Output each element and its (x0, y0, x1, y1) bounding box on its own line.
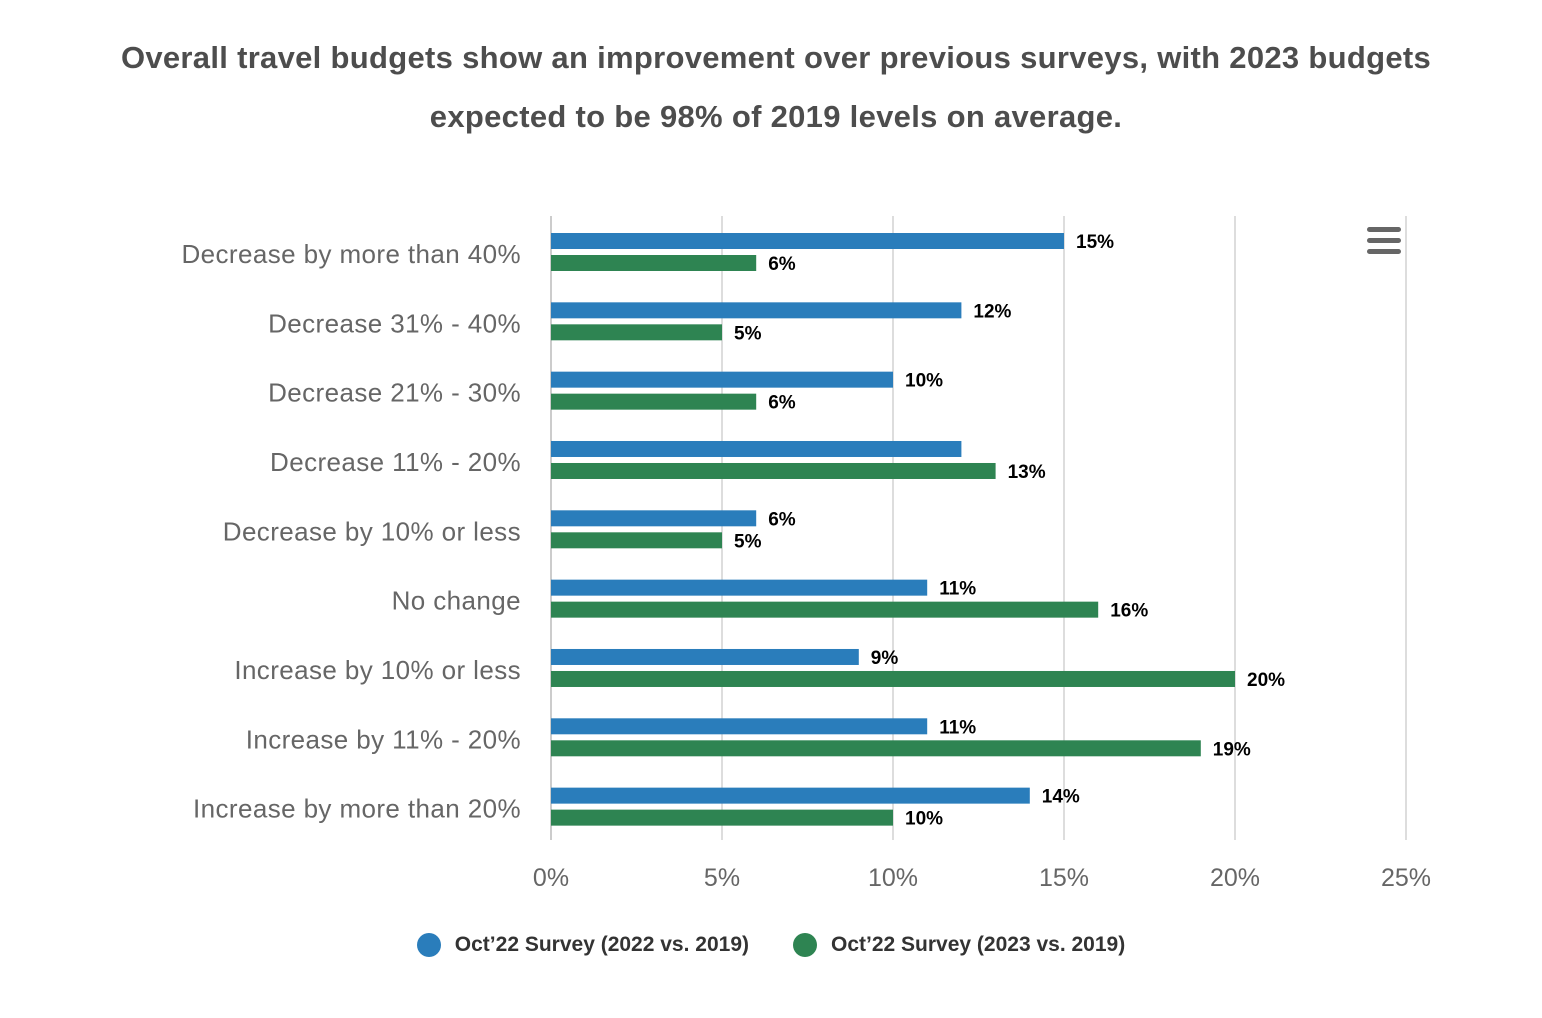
category-label: Increase by 10% or less (234, 655, 521, 685)
chart-legend: Oct’22 Survey (2022 vs. 2019) Oct’22 Sur… (0, 925, 1542, 965)
bar-2023[interactable] (551, 462, 996, 479)
chart-menu-button[interactable] (1362, 224, 1406, 258)
bar-2023[interactable] (551, 324, 722, 341)
data-label: 9% (871, 648, 899, 669)
hamburger-menu-icon-bar (1367, 249, 1401, 254)
data-label: 13% (1008, 462, 1046, 483)
category-label: Decrease by more than 40% (181, 239, 521, 269)
bar-2022[interactable] (551, 440, 962, 457)
category-label: Increase by more than 20% (193, 794, 521, 824)
bar-2023[interactable] (551, 670, 1235, 687)
bar-2022[interactable] (551, 371, 893, 388)
x-tick-label: 15% (1039, 864, 1089, 892)
bar-2022[interactable] (551, 233, 1064, 249)
data-label: 11% (939, 579, 976, 600)
category-label: Increase by 11% - 20% (246, 724, 521, 754)
category-label: Decrease 11% - 20% (270, 447, 521, 477)
data-label: 10% (905, 809, 943, 830)
bars (551, 233, 1235, 826)
x-tick-label: 5% (704, 864, 740, 892)
bar-2023[interactable] (551, 601, 1099, 618)
data-label: 14% (1042, 787, 1080, 808)
data-label: 12% (973, 301, 1011, 322)
bar-2022[interactable] (551, 648, 859, 665)
bar-2022[interactable] (551, 718, 928, 735)
data-label: 6% (768, 393, 796, 414)
data-label: 11% (939, 717, 976, 738)
data-label: 10% (905, 371, 943, 392)
legend-label-2022: Oct’22 Survey (2022 vs. 2019) (454, 933, 749, 956)
hamburger-menu-icon (1367, 227, 1401, 232)
x-tick-label: 25% (1381, 864, 1431, 892)
category-label: Decrease 21% - 30% (268, 378, 521, 408)
x-tick-label: 20% (1210, 864, 1260, 892)
legend-marker-2023 (793, 933, 817, 957)
legend-marker-2022 (416, 933, 441, 957)
category-label: Decrease 31% - 40% (268, 308, 521, 338)
hamburger-menu-icon-bar (1367, 238, 1401, 243)
bar-2022[interactable] (551, 510, 757, 527)
data-label: 20% (1247, 670, 1285, 691)
legend-item-2023[interactable]: Oct’22 Survey (2023 vs. 2019) (793, 925, 1125, 965)
data-label: 19% (1213, 739, 1251, 760)
x-tick-label: 10% (868, 864, 918, 892)
bar-2023[interactable] (551, 393, 757, 410)
data-label: 5% (734, 531, 762, 552)
bar-2023[interactable] (551, 740, 1201, 757)
bar-2022[interactable] (551, 302, 962, 319)
bar-2022[interactable] (551, 787, 1030, 804)
legend-label-2023: Oct’22 Survey (2023 vs. 2019) (831, 933, 1126, 956)
data-label: 15% (1076, 232, 1114, 253)
chart-title: Overall travel budgets show an improveme… (120, 40, 1432, 134)
legend-item-2022[interactable]: Oct’22 Survey (2022 vs. 2019) (416, 925, 749, 965)
bar-2023[interactable] (551, 809, 893, 826)
category-label: No change (392, 586, 521, 616)
data-label: 16% (1110, 601, 1148, 622)
bar-2022[interactable] (551, 579, 928, 596)
data-label: 6% (768, 254, 796, 275)
data-label: 5% (734, 323, 762, 344)
category-label: Decrease by 10% or less (223, 516, 521, 546)
axis: 0% 5% 10% 15% 20% 25% (533, 216, 1431, 892)
bar-2023[interactable] (551, 255, 757, 271)
x-tick-label: 0% (533, 864, 569, 892)
bar-2023[interactable] (551, 532, 722, 549)
data-label: 6% (768, 509, 796, 530)
labels: Decrease by more than 40% Decrease 31% - … (181, 232, 1285, 830)
